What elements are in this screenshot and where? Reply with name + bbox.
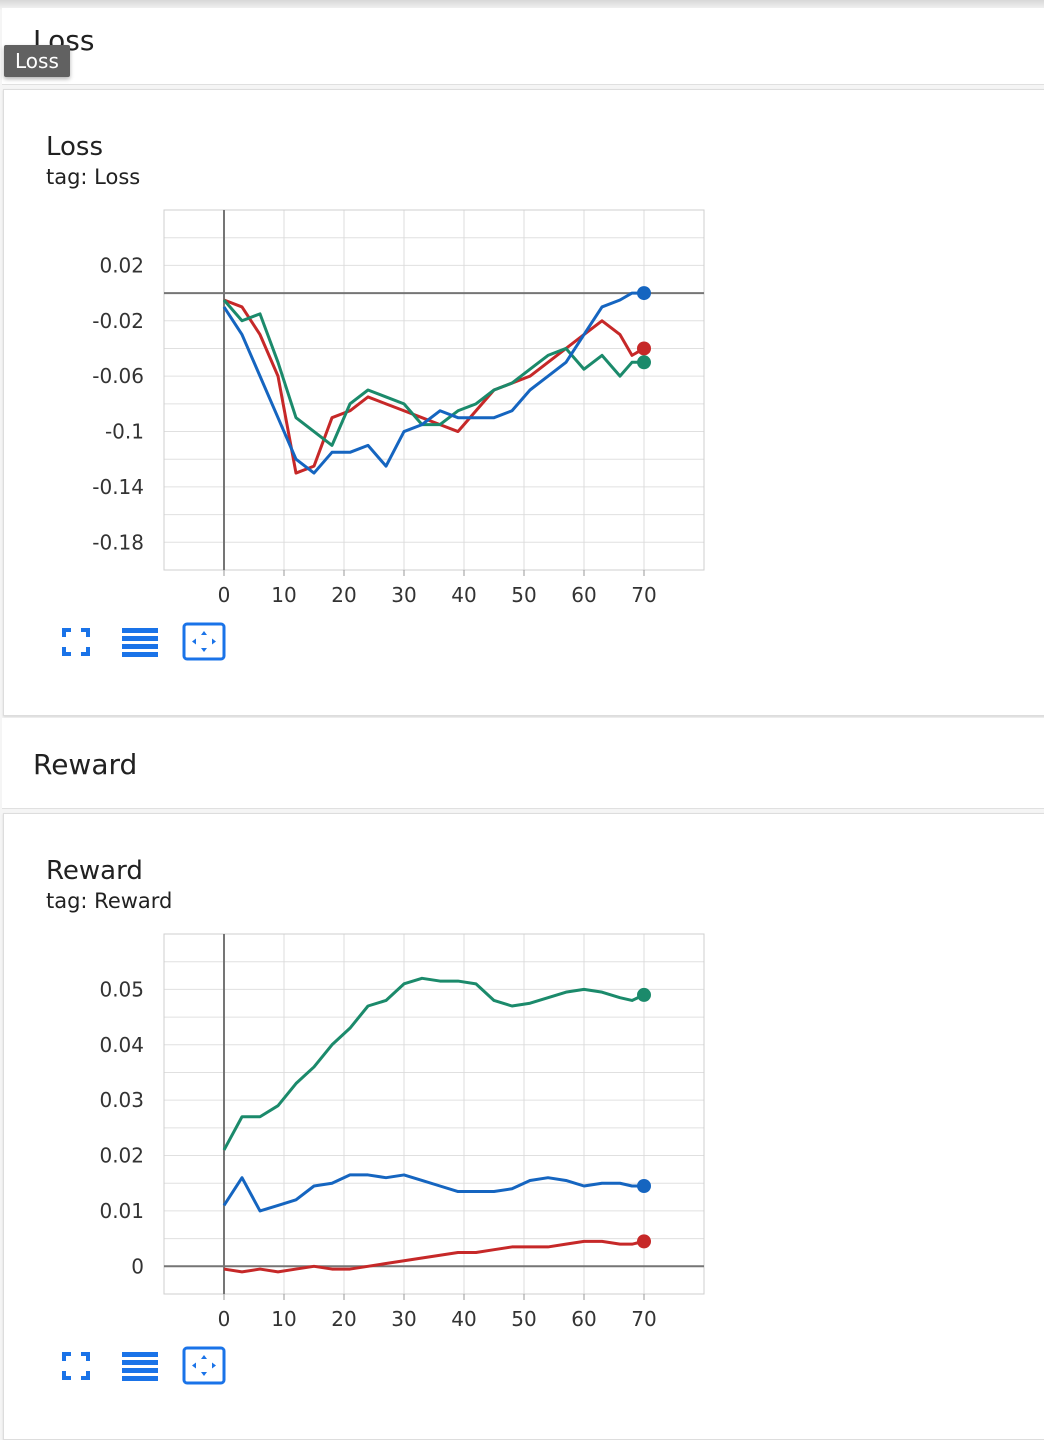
loss-chart[interactable]: 0.02 -0.02 -0.06 -0.1 -0.14 -0.18 0 10 20 30 40 50 6…	[64, 205, 724, 615]
x-tick-label: 0	[218, 583, 231, 607]
data-table-button[interactable]	[118, 1346, 162, 1386]
plot-frame	[163, 209, 705, 571]
fit-domain-icon	[182, 1346, 226, 1385]
series-end-point-blue	[637, 286, 651, 301]
x-tick-label: 50	[511, 1307, 536, 1331]
fit-domain-button[interactable]	[182, 622, 226, 662]
x-tick-label: 60	[571, 1307, 596, 1331]
fullscreen-button[interactable]	[54, 1346, 98, 1386]
y-tick-label: -0.18	[92, 530, 144, 554]
data-table-icon	[122, 1352, 158, 1381]
y-tick-label: 0.02	[99, 253, 144, 277]
y-tick-label: -0.06	[92, 364, 144, 388]
x-tick-label: 70	[631, 1307, 656, 1331]
x-tick-label: 60	[571, 583, 596, 607]
y-tick-label: 0.01	[99, 1199, 144, 1223]
card-tag: tag: Reward	[46, 889, 173, 913]
x-tick-label: 40	[451, 583, 476, 607]
series-line-red	[223, 1239, 645, 1274]
series-line-green	[222, 976, 645, 1151]
data-table-button[interactable]	[118, 622, 162, 662]
series-end-point-red	[637, 1234, 651, 1249]
section-header-loss[interactable]: Loss	[2, 8, 1044, 85]
fit-domain-button[interactable]	[182, 1346, 226, 1386]
fit-domain-icon	[182, 622, 226, 661]
x-tick-label: 70	[631, 583, 656, 607]
series-end-point-green	[637, 355, 651, 370]
series-line-blue	[222, 291, 644, 475]
x-tick-label: 40	[451, 1307, 476, 1331]
chart-card-reward: Reward tag: Reward 0.05 0.04 0.03 0.02 0.01 0…	[3, 813, 1044, 1440]
y-tick-label: -0.02	[92, 309, 144, 333]
fullscreen-icon	[62, 1352, 90, 1380]
x-tick-label: 30	[391, 1307, 416, 1331]
x-tick-label: 10	[271, 1307, 296, 1331]
x-tick-label: 0	[218, 1307, 231, 1331]
card-title: Loss	[46, 132, 104, 162]
plot-frame	[163, 933, 705, 1295]
series-line-blue	[222, 1173, 644, 1213]
section-title: Reward	[33, 748, 138, 781]
fullscreen-icon	[62, 628, 90, 656]
series-end-point-red	[637, 341, 651, 356]
x-tick-label: 30	[391, 583, 416, 607]
tooltip: Loss	[4, 45, 70, 77]
series-end-point-blue	[637, 1179, 651, 1193]
series-end-point-green	[637, 987, 651, 1002]
top-toolbar-shadow	[0, 0, 1044, 10]
reward-chart[interactable]: 0.05 0.04 0.03 0.02 0.01 0 0 10 20 30 40 50 60 70	[64, 929, 724, 1339]
series-line-green	[222, 299, 644, 447]
section-header-reward[interactable]: Reward	[2, 718, 1044, 809]
card-title: Reward	[46, 856, 143, 886]
y-tick-label: -0.1	[105, 420, 144, 444]
y-tick-label: -0.14	[92, 475, 144, 499]
fullscreen-button[interactable]	[54, 622, 98, 662]
y-tick-label: 0.02	[99, 1144, 144, 1168]
y-tick-label: 0	[131, 1254, 144, 1278]
x-tick-label: 50	[511, 583, 536, 607]
card-tag: tag: Loss	[46, 165, 141, 189]
data-table-icon	[122, 628, 158, 657]
y-tick-label: 0.05	[99, 977, 144, 1001]
chart-card-loss: Loss tag: Loss 0.02 -0.02 -0.06 -0.1 -0.14 -0…	[3, 89, 1044, 716]
x-tick-label: 20	[331, 583, 356, 607]
y-tick-label: 0.03	[99, 1088, 144, 1112]
y-tick-label: 0.04	[99, 1033, 144, 1057]
x-tick-label: 20	[331, 1307, 356, 1331]
x-tick-label: 10	[271, 583, 296, 607]
